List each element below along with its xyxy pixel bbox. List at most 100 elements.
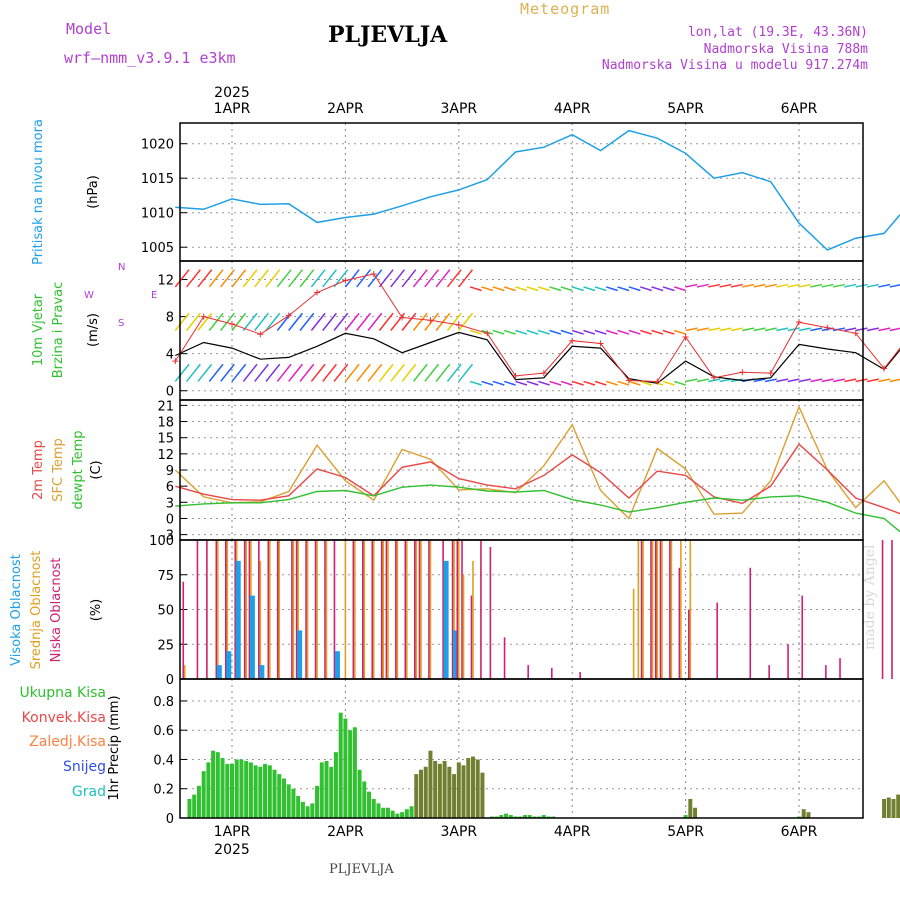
precip-bar — [263, 763, 268, 818]
wind-barb — [526, 380, 539, 386]
wind-barb — [458, 363, 474, 382]
wind-barb — [503, 329, 516, 335]
wind-barb — [390, 269, 406, 288]
wind-barb — [401, 269, 417, 288]
precip-bar — [300, 801, 305, 818]
precip-bar — [442, 760, 447, 818]
wind-gust-marker — [427, 317, 434, 324]
compass-n: N — [118, 262, 125, 273]
y-tick-label: 3 — [166, 496, 174, 511]
wind-barb — [231, 269, 247, 288]
precip-bar — [404, 809, 409, 818]
precip-bar — [522, 815, 527, 818]
precip-bar — [225, 763, 230, 818]
year-label-bottom: 2025 — [214, 842, 250, 858]
precip-bar — [234, 759, 239, 818]
precip-bar — [376, 803, 381, 818]
precip-bar — [315, 785, 320, 818]
precip-bar — [480, 772, 485, 818]
y-tick-label: 0 — [166, 673, 174, 688]
wind-barb — [469, 380, 482, 386]
precip-bar — [348, 730, 353, 818]
wind-barb — [798, 327, 811, 332]
temp-legend-2m: 2m Temp — [31, 440, 46, 500]
wind-barb — [764, 283, 777, 288]
date-label-top: 6APR — [781, 101, 818, 117]
wind-barb — [242, 363, 258, 382]
cloud-legend-low: Niska Oblacnost — [49, 558, 64, 663]
precip-bar — [281, 778, 286, 818]
wind-barb — [276, 363, 292, 382]
wind-barb — [776, 327, 789, 332]
y-tick-label: 0 — [166, 385, 174, 400]
wind-speed-line — [175, 331, 900, 384]
pressure-unit-label: (hPa) — [86, 175, 101, 209]
precip-legend-item: Konvek.Kisa — [22, 710, 106, 726]
wind-barb — [435, 269, 451, 288]
precip-bar — [357, 769, 362, 818]
wind-gust-marker — [314, 289, 321, 296]
wind-barb — [651, 286, 664, 292]
wind-barb — [719, 283, 732, 288]
wind-barb — [174, 269, 190, 288]
wind-barb — [333, 312, 349, 331]
wind-barb — [628, 380, 641, 386]
wind-barb — [469, 329, 482, 335]
wind-barb — [674, 329, 686, 335]
wind-barb — [367, 269, 383, 288]
precip-bar — [499, 815, 504, 818]
wind-unit-label: (m/s) — [86, 313, 101, 347]
wind-gust-marker — [399, 314, 406, 321]
wind-barb — [583, 329, 596, 335]
precip-bar — [437, 763, 442, 818]
wind-barb — [412, 269, 428, 288]
wind-barb — [685, 378, 698, 383]
pressure-line — [175, 129, 900, 251]
y-tick-label: 75 — [157, 569, 174, 584]
wind-barb — [560, 380, 573, 386]
date-label-bottom: 1APR — [214, 824, 251, 840]
wind-axis-title: 10m Vjetar — [31, 293, 46, 366]
cloud-unit-label: (%) — [89, 599, 104, 622]
wind-barb — [220, 269, 235, 288]
wind-barb — [310, 363, 326, 382]
meteogram-title: Meteogram — [520, 0, 611, 18]
wind-barb — [605, 329, 618, 335]
precip-bar — [324, 760, 329, 818]
wind-barb — [424, 269, 440, 288]
precip-legend-item: Zaledj.Kisa — [29, 734, 106, 750]
wind-barb — [265, 363, 281, 382]
date-label-bottom: 5APR — [667, 824, 704, 840]
wind-barb — [344, 363, 360, 382]
wind-gust-marker — [824, 324, 831, 331]
precip-bar — [310, 803, 315, 818]
wind-barb — [594, 380, 607, 386]
precip-bar — [423, 766, 428, 818]
precip-bar — [693, 807, 698, 818]
wind-barb — [231, 312, 247, 331]
wind-barb — [174, 363, 190, 382]
wind-barb — [889, 327, 900, 332]
wind-barb — [730, 283, 743, 288]
wind-barb — [821, 283, 834, 288]
precip-bar — [244, 760, 249, 818]
precip-bar — [258, 766, 263, 818]
wind-barb — [821, 378, 834, 383]
wind-barb — [424, 363, 440, 382]
y-tick-label: 1015 — [141, 172, 174, 187]
wind-gust-marker — [229, 321, 235, 328]
precip-bar — [371, 798, 376, 818]
wind-barb — [787, 283, 800, 288]
wind-barb — [492, 286, 505, 292]
precip-bar — [333, 752, 338, 818]
wind-barb — [378, 363, 394, 382]
date-label-bottom: 2APR — [327, 824, 364, 840]
wind-barb — [708, 327, 721, 332]
y-tick-label: 9 — [166, 464, 174, 479]
footer-city: PLJEVLJA — [329, 862, 394, 877]
date-label-bottom: 3APR — [440, 824, 477, 840]
wind-barb — [787, 327, 800, 332]
wind-barb — [617, 329, 630, 335]
wind-barb — [367, 363, 383, 382]
precip-bar — [381, 807, 386, 818]
